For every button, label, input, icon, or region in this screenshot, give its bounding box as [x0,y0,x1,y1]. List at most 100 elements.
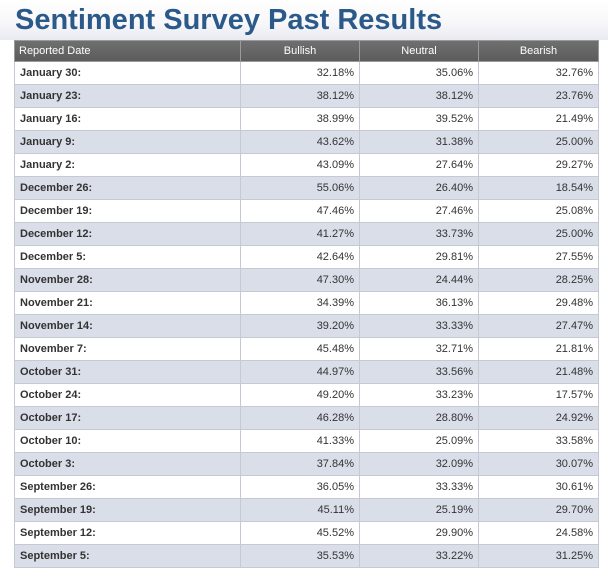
sentiment-results-table: Reported Date Bullish Neutral Bearish Ja… [14,40,599,568]
table-row: December 19: 47.46% 27.46% 25.08% [14,199,599,223]
bullish-cell: 45.48% [240,337,360,361]
reported-date-cell: October 10: [14,429,241,453]
reported-date-cell: January 2: [14,153,241,177]
bearish-cell: 32.76% [478,61,599,85]
bullish-cell: 42.64% [240,245,360,269]
reported-date-cell: December 19: [14,199,241,223]
table-row: December 12: 41.27% 33.73% 25.00% [14,222,599,246]
table-row: December 5: 42.64% 29.81% 27.55% [14,245,599,269]
table-row: December 26: 55.06% 26.40% 18.54% [14,176,599,200]
bearish-cell: 33.58% [478,429,599,453]
bearish-cell: 31.25% [478,544,599,568]
neutral-cell: 36.13% [359,291,479,315]
bearish-cell: 25.08% [478,199,599,223]
table-row: January 9: 43.62% 31.38% 25.00% [14,130,599,154]
bullish-cell: 43.62% [240,130,360,154]
table-row: January 23: 38.12% 38.12% 23.76% [14,84,599,108]
neutral-cell: 32.09% [359,452,479,476]
reported-date-cell: November 21: [14,291,241,315]
reported-date-cell: November 14: [14,314,241,338]
table-row: September 19: 45.11% 25.19% 29.70% [14,498,599,522]
reported-date-cell: September 26: [14,475,241,499]
reported-date-cell: October 17: [14,406,241,430]
bearish-cell: 21.48% [478,360,599,384]
neutral-cell: 29.90% [359,521,479,545]
neutral-cell: 27.46% [359,199,479,223]
bearish-cell: 23.76% [478,84,599,108]
bullish-cell: 39.20% [240,314,360,338]
bearish-cell: 18.54% [478,176,599,200]
page-title: Sentiment Survey Past Results [15,4,443,36]
bullish-cell: 47.30% [240,268,360,292]
neutral-cell: 31.38% [359,130,479,154]
neutral-cell: 27.64% [359,153,479,177]
reported-date-cell: November 28: [14,268,241,292]
table-row: January 16: 38.99% 39.52% 21.49% [14,107,599,131]
neutral-cell: 25.09% [359,429,479,453]
table-header-row: Reported Date Bullish Neutral Bearish [14,40,599,62]
bearish-cell: 29.27% [478,153,599,177]
neutral-cell: 33.33% [359,475,479,499]
bearish-cell: 24.58% [478,521,599,545]
neutral-cell: 26.40% [359,176,479,200]
table-row: September 26: 36.05% 33.33% 30.61% [14,475,599,499]
reported-date-cell: December 26: [14,176,241,200]
neutral-cell: 24.44% [359,268,479,292]
bullish-cell: 44.97% [240,360,360,384]
bearish-cell: 25.00% [478,222,599,246]
bullish-cell: 49.20% [240,383,360,407]
bullish-cell: 43.09% [240,153,360,177]
reported-date-cell: September 5: [14,544,241,568]
table-header: Reported Date Bullish Neutral Bearish [14,40,599,62]
bearish-cell: 21.81% [478,337,599,361]
bearish-cell: 29.48% [478,291,599,315]
reported-date-cell: September 12: [14,521,241,545]
table-row: November 14: 39.20% 33.33% 27.47% [14,314,599,338]
bullish-cell: 41.33% [240,429,360,453]
neutral-cell: 33.73% [359,222,479,246]
bearish-cell: 30.07% [478,452,599,476]
bearish-cell: 27.47% [478,314,599,338]
reported-date-cell: September 19: [14,498,241,522]
bullish-cell: 55.06% [240,176,360,200]
table-row: November 7: 45.48% 32.71% 21.81% [14,337,599,361]
neutral-cell: 35.06% [359,61,479,85]
reported-date-cell: January 30: [14,61,241,85]
bullish-cell: 35.53% [240,544,360,568]
column-header-neutral: Neutral [359,40,479,62]
reported-date-cell: October 31: [14,360,241,384]
reported-date-cell: October 3: [14,452,241,476]
bearish-cell: 29.70% [478,498,599,522]
table-row: November 21: 34.39% 36.13% 29.48% [14,291,599,315]
reported-date-cell: October 24: [14,383,241,407]
table-row: October 17: 46.28% 28.80% 24.92% [14,406,599,430]
table-row: January 30: 32.18% 35.06% 32.76% [14,61,599,85]
neutral-cell: 32.71% [359,337,479,361]
neutral-cell: 28.80% [359,406,479,430]
table-row: January 2: 43.09% 27.64% 29.27% [14,153,599,177]
reported-date-cell: December 12: [14,222,241,246]
neutral-cell: 33.56% [359,360,479,384]
bullish-cell: 45.11% [240,498,360,522]
column-header-reported-date: Reported Date [14,40,241,62]
title-bar: Sentiment Survey Past Results [0,0,608,40]
bullish-cell: 38.12% [240,84,360,108]
neutral-cell: 29.81% [359,245,479,269]
neutral-cell: 33.23% [359,383,479,407]
bullish-cell: 47.46% [240,199,360,223]
table-row: October 10: 41.33% 25.09% 33.58% [14,429,599,453]
table-row: September 5: 35.53% 33.22% 31.25% [14,544,599,568]
neutral-cell: 33.33% [359,314,479,338]
bullish-cell: 46.28% [240,406,360,430]
bearish-cell: 21.49% [478,107,599,131]
table-row: October 24: 49.20% 33.23% 17.57% [14,383,599,407]
reported-date-cell: January 9: [14,130,241,154]
column-header-bullish: Bullish [240,40,360,62]
bearish-cell: 17.57% [478,383,599,407]
neutral-cell: 25.19% [359,498,479,522]
bullish-cell: 41.27% [240,222,360,246]
table-row: October 3: 37.84% 32.09% 30.07% [14,452,599,476]
bullish-cell: 37.84% [240,452,360,476]
reported-date-cell: November 7: [14,337,241,361]
column-header-bearish: Bearish [478,40,599,62]
